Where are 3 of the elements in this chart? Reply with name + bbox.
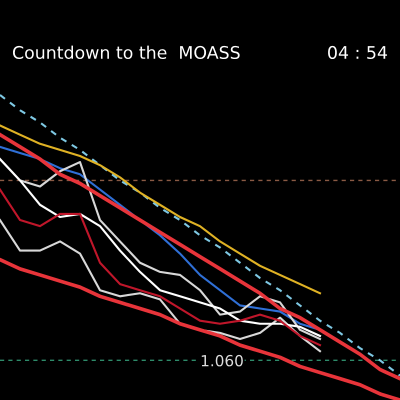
text: 04 : 54 xyxy=(328,46,388,60)
chart-title: Countdown to the MOASS xyxy=(12,46,240,60)
annotation: 1.060 xyxy=(202,354,243,366)
